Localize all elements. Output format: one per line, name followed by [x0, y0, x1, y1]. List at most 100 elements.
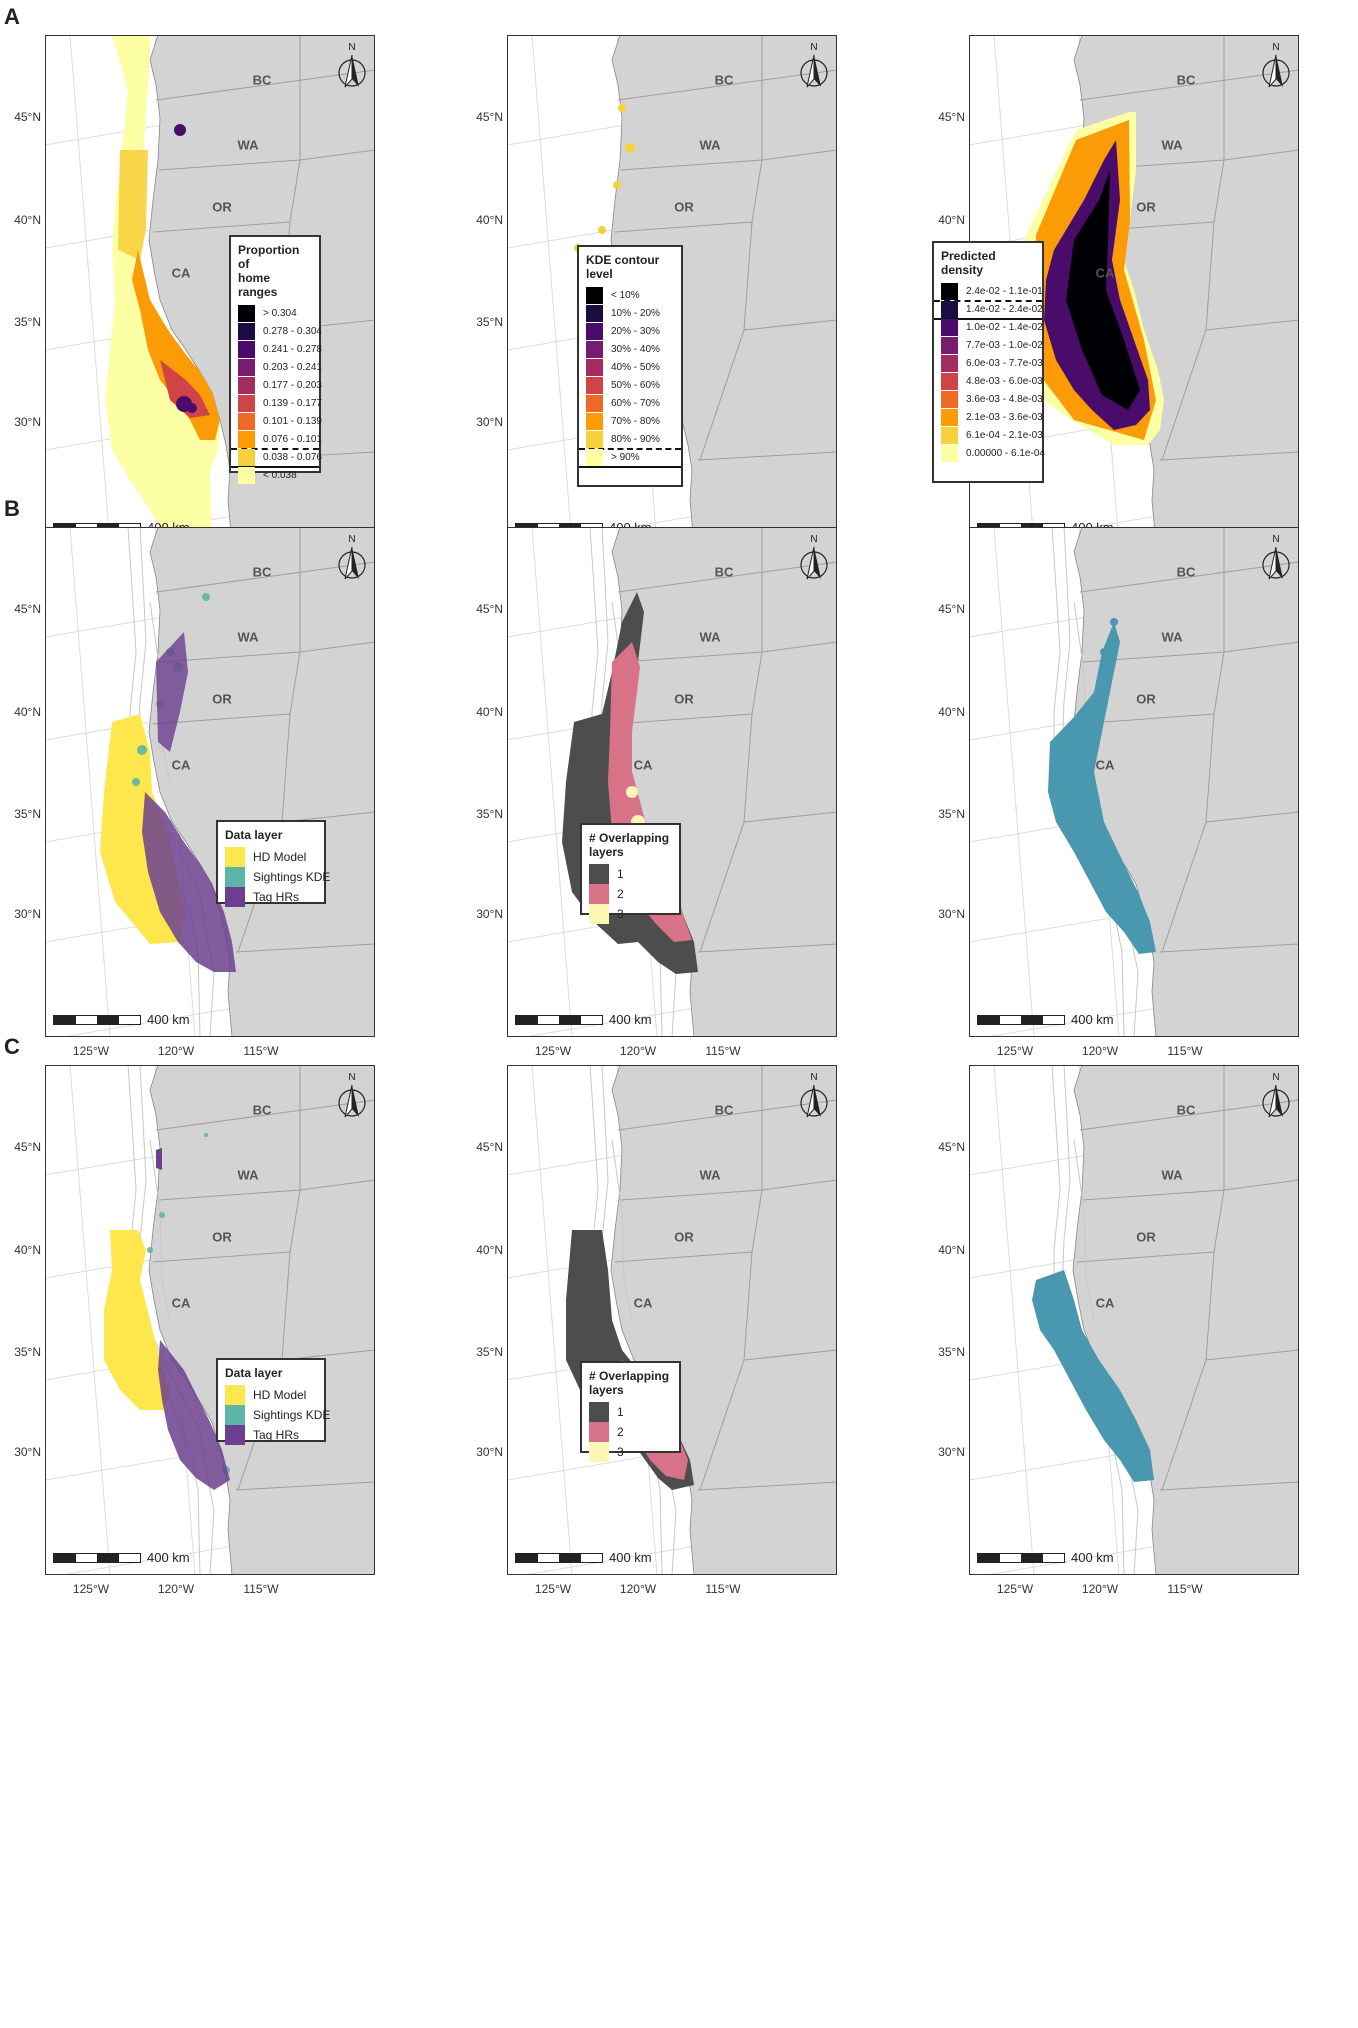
legend-swatch	[941, 336, 958, 354]
legend-item: > 90%	[579, 448, 681, 468]
legend-swatch	[238, 358, 255, 376]
legend-item: 0.203 - 0.241	[238, 358, 322, 376]
legend-swatch	[586, 304, 603, 322]
region-label: OR	[674, 199, 694, 215]
x-tick-label: 115°W	[705, 1582, 741, 1596]
legend-swatch	[941, 408, 958, 426]
legend-label: 0.038 - 0.076	[263, 451, 322, 463]
y-tick-label: 40°N	[938, 1243, 965, 1257]
legend-swatch	[225, 847, 245, 867]
region-label: OR	[1136, 1229, 1156, 1245]
region-label: WA	[699, 629, 721, 645]
north-label: N	[348, 1072, 356, 1083]
region-label: BC	[714, 1102, 734, 1118]
sightings-kde-layer	[204, 1133, 208, 1137]
legend-label: 40% - 50%	[611, 361, 660, 373]
x-tick-label: 120°W	[157, 1582, 195, 1596]
legend-item: 0.038 - 0.076	[231, 448, 322, 468]
x-tick-label: 115°W	[1167, 1582, 1203, 1596]
region-label: OR	[212, 691, 232, 707]
legend-item: < 0.038	[238, 466, 312, 484]
legend: # Overlapping layers 1 2 3	[580, 1361, 681, 1462]
sightings-kde-area	[1100, 648, 1108, 656]
y-tick-label: 40°N	[14, 213, 41, 227]
legend-swatch	[238, 304, 255, 322]
map-panel: 45°N40°N35°N30°N125°W120°W115°W110°WBCWA…	[0, 0, 395, 577]
y-tick-label: 40°N	[938, 213, 965, 227]
y-tick-label: 40°N	[14, 705, 41, 719]
legend-item: 0.278 - 0.304	[238, 322, 322, 340]
legend-item: Sightings KDE	[225, 1405, 330, 1425]
x-tick-label: 115°W	[243, 1044, 279, 1058]
legend-title: KDE contour level	[586, 253, 660, 281]
kde-contour-ring	[613, 181, 621, 189]
region-label: BC	[252, 564, 272, 580]
scale-bar-segments	[977, 1553, 1065, 1563]
panel-row-letter: B	[4, 496, 20, 521]
x-tick-label: 115°W	[243, 1582, 279, 1596]
region-label: BC	[714, 72, 734, 88]
legend-item: 0.101 - 0.139	[238, 412, 322, 430]
legend-label: 20% - 30%	[611, 325, 660, 337]
legend-item: 1.4e-02 - 2.4e-02	[934, 300, 1043, 320]
region-label: BC	[714, 564, 734, 580]
legend-label: 1	[617, 867, 624, 881]
north-arrow-icon: N	[1261, 1072, 1291, 1126]
map-panel: 45°N 40°N 35°N 30°N 125°W 120°W 115°W BC WA OR CA N…	[924, 1030, 1319, 1607]
region-label: BC	[1176, 564, 1196, 580]
legend-title: Proportion of home ranges	[238, 243, 300, 299]
legend-item: 2	[589, 884, 672, 904]
legend-swatch	[238, 322, 255, 340]
legend-title: # Overlapping layers	[589, 1369, 670, 1397]
legend-item: 6.1e-04 - 2.1e-03	[941, 426, 1043, 444]
legend-label: 0.278 - 0.304	[263, 325, 322, 337]
y-tick-label: 45°N	[14, 110, 41, 124]
legend-label: 1.0e-02 - 1.4e-02	[966, 321, 1043, 333]
legend-swatch	[589, 1442, 609, 1462]
legend-label: HD Model	[253, 850, 307, 864]
home-range-mid	[118, 150, 148, 260]
legend-swatch	[941, 444, 958, 462]
x-tick-label: 120°W	[619, 1044, 657, 1058]
y-tick-label: 40°N	[938, 705, 965, 719]
north-arrow-icon: N	[1261, 534, 1291, 588]
region-label: WA	[1161, 629, 1183, 645]
legend-item: 0.139 - 0.177	[238, 394, 322, 412]
sightings-kde-layer	[147, 1247, 153, 1253]
region-label: CA	[1095, 265, 1115, 281]
legend-item: 0.00000 - 6.1e-04	[941, 444, 1045, 462]
map-canvas	[969, 1065, 1299, 1575]
y-tick-label: 35°N	[14, 807, 41, 821]
tag-hr-layer	[142, 792, 236, 972]
legend-swatch	[941, 372, 958, 390]
scale-bar-segments	[53, 1015, 141, 1025]
map-panel: 45°N 40°N 35°N 30°N 125°W 120°W 115°W BC WA OR CA N…	[462, 1030, 857, 1607]
y-tick-label: 40°N	[476, 213, 503, 227]
scale-bar-label: 400 km	[147, 1012, 190, 1027]
x-tick-label: 120°W	[157, 1044, 195, 1058]
sightings-kde-area	[1105, 679, 1111, 685]
y-tick-label: 30°N	[14, 415, 41, 429]
legend-label: 2	[617, 1425, 624, 1439]
y-tick-label: 45°N	[14, 602, 41, 616]
legend-label: 0.076 - 0.101	[263, 433, 322, 445]
kde-contour-ring	[598, 226, 606, 234]
legend-swatch	[238, 430, 255, 448]
y-tick-label: 35°N	[476, 1345, 503, 1359]
legend-item: HD Model	[225, 1385, 317, 1405]
region-label: CA	[633, 757, 653, 773]
home-range-peak	[187, 403, 197, 413]
sightings-kde-area	[1110, 618, 1118, 626]
legend-item: 6.0e-03 - 7.7e-03	[941, 354, 1043, 372]
legend-label: 0.101 - 0.139	[263, 415, 322, 427]
region-label: BC	[1176, 72, 1196, 88]
legend-swatch	[238, 394, 255, 412]
legend-label: 0.203 - 0.241	[263, 361, 322, 373]
scale-bar-segments	[515, 1553, 603, 1563]
tag-hr-north	[156, 632, 188, 752]
legend-label: 7.7e-03 - 1.0e-02	[966, 339, 1043, 351]
legend-label: 50% - 60%	[611, 379, 660, 391]
north-label: N	[1272, 534, 1280, 545]
legend-swatch	[941, 390, 958, 408]
legend-swatch	[225, 1425, 245, 1445]
